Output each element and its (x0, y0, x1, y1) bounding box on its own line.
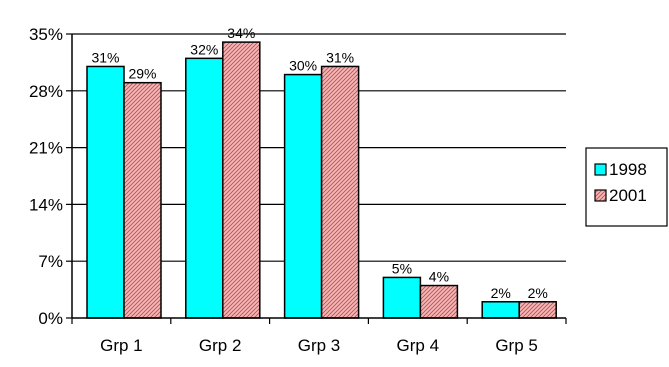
bar-2001-grp3 (320, 65, 360, 319)
x-tick-label: Grp 4 (397, 336, 440, 355)
y-axis-ticks: 0% 7% 14% 21% 28% 35% (29, 25, 72, 328)
data-label: 2% (491, 285, 511, 301)
y-tick-label: 28% (29, 82, 63, 101)
legend-swatch-1998 (594, 163, 607, 176)
data-label: 31% (326, 49, 354, 65)
data-label: 29% (128, 66, 156, 82)
legend-label-1998: 1998 (609, 160, 647, 179)
y-tick-label: 7% (38, 252, 63, 271)
data-label: 32% (190, 41, 218, 57)
data-label: 30% (289, 58, 317, 74)
data-labels: 31% 29% 32% 34% 30% 31% 5% 4% 2% 2% (91, 25, 547, 301)
bar-2001-grp2 (222, 41, 261, 319)
bars (86, 41, 557, 319)
bar-2001-grp4 (419, 284, 459, 319)
data-label: 4% (429, 269, 449, 285)
y-tick-label: 0% (38, 309, 63, 328)
x-axis-ticks: Grp 1 Grp 2 Grp 3 Grp 4 Grp 5 (71, 318, 567, 355)
bar-2001-grp5 (518, 301, 557, 319)
y-tick-label: 21% (29, 139, 63, 158)
bar-1998-grp4 (382, 276, 422, 319)
legend-box (585, 147, 668, 227)
bar-1998-grp5 (481, 301, 520, 319)
bar-1998-grp1 (86, 65, 125, 319)
y-tick-label: 14% (29, 195, 63, 214)
data-label: 31% (91, 49, 119, 65)
y-tick-label: 35% (29, 25, 63, 44)
data-label: 5% (392, 260, 412, 276)
x-tick-label: Grp 5 (495, 336, 538, 355)
x-tick-label: Grp 3 (298, 336, 341, 355)
legend: 1998 2001 (585, 147, 668, 227)
x-tick-label: Grp 2 (199, 336, 242, 355)
bar-1998-grp3 (283, 73, 323, 319)
axes (71, 34, 566, 319)
bar-1998-grp2 (185, 57, 224, 319)
legend-label-2001: 2001 (609, 186, 647, 205)
data-label: 2% (528, 285, 548, 301)
x-tick-label: Grp 1 (100, 336, 143, 355)
legend-swatch-2001 (594, 189, 607, 202)
bar-2001-grp1 (123, 81, 162, 319)
data-label: 34% (227, 25, 255, 41)
